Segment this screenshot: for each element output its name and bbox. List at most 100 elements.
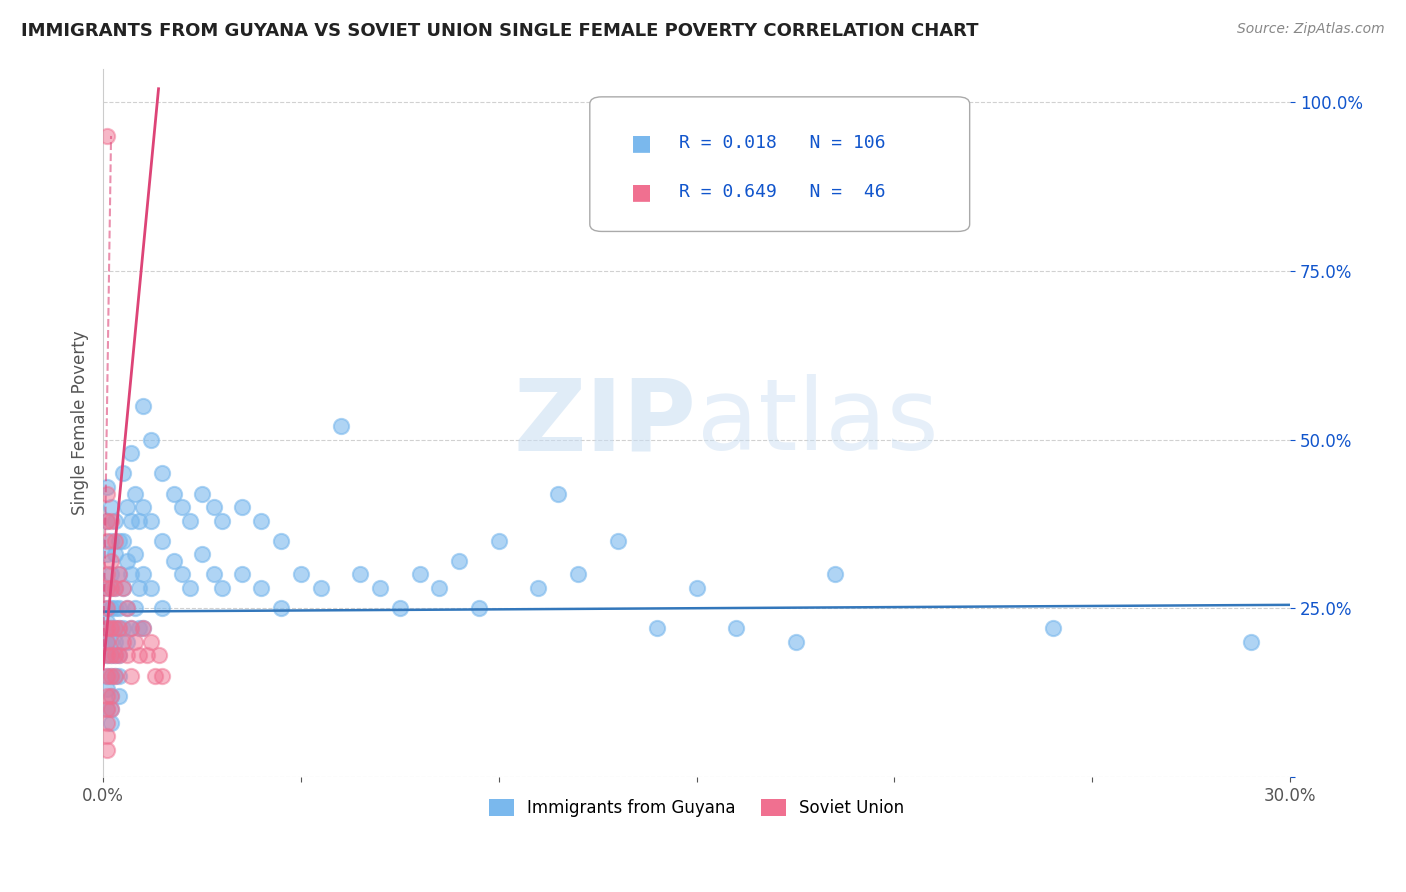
Point — [100, 648, 122, 663]
Point — [100, 689, 122, 703]
Point — [100, 702, 122, 716]
Point — [100, 581, 122, 595]
Point — [96, 689, 118, 703]
Point — [139, 581, 162, 595]
Point — [211, 514, 233, 528]
Point — [148, 648, 170, 663]
Point — [111, 581, 134, 595]
Point — [108, 648, 131, 663]
Point — [96, 480, 118, 494]
Point — [131, 567, 153, 582]
Point — [468, 601, 491, 615]
Point — [231, 567, 253, 582]
Point — [191, 547, 214, 561]
Point — [96, 702, 118, 716]
Point — [96, 730, 118, 744]
Point — [1239, 635, 1261, 649]
Point — [108, 567, 131, 582]
Point — [96, 635, 118, 649]
Point — [128, 622, 150, 636]
Point — [824, 567, 846, 582]
Text: Source: ZipAtlas.com: Source: ZipAtlas.com — [1237, 22, 1385, 37]
Point — [152, 601, 174, 615]
Point — [429, 581, 451, 595]
Y-axis label: Single Female Poverty: Single Female Poverty — [72, 330, 89, 515]
Point — [163, 486, 186, 500]
Point — [108, 567, 131, 582]
Point — [115, 601, 138, 615]
Point — [104, 622, 127, 636]
Point — [143, 668, 166, 682]
Point — [270, 601, 292, 615]
Point — [108, 533, 131, 548]
Point — [368, 581, 391, 595]
Point — [96, 743, 118, 757]
Point — [100, 533, 122, 548]
Point — [111, 533, 134, 548]
Point — [449, 554, 471, 568]
Point — [100, 622, 122, 636]
Point — [172, 567, 194, 582]
Point — [120, 622, 142, 636]
Point — [108, 689, 131, 703]
Point — [96, 567, 118, 582]
Point — [96, 581, 118, 595]
Point — [104, 601, 127, 615]
Point — [100, 648, 122, 663]
Point — [250, 514, 273, 528]
Point — [96, 648, 118, 663]
Point — [179, 581, 201, 595]
Point — [527, 581, 550, 595]
Point — [104, 648, 127, 663]
Point — [139, 514, 162, 528]
Point — [128, 581, 150, 595]
Point — [96, 514, 118, 528]
Point — [115, 601, 138, 615]
Point — [128, 514, 150, 528]
Point — [96, 668, 118, 682]
Point — [120, 622, 142, 636]
Point — [152, 467, 174, 481]
Point — [115, 635, 138, 649]
Point — [172, 500, 194, 514]
Point — [100, 514, 122, 528]
Point — [96, 615, 118, 629]
Point — [96, 547, 118, 561]
Point — [120, 567, 142, 582]
Point — [100, 715, 122, 730]
Point — [211, 581, 233, 595]
Point — [139, 635, 162, 649]
Point — [128, 648, 150, 663]
Point — [645, 622, 668, 636]
Point — [290, 567, 312, 582]
Point — [111, 467, 134, 481]
Point — [96, 682, 118, 697]
Point — [270, 533, 292, 548]
Point — [96, 622, 118, 636]
Point — [100, 500, 122, 514]
Text: ■: ■ — [631, 133, 652, 153]
Point — [100, 702, 122, 716]
Point — [100, 689, 122, 703]
Point — [104, 533, 127, 548]
Point — [231, 500, 253, 514]
Point — [108, 648, 131, 663]
Point — [120, 446, 142, 460]
Point — [108, 601, 131, 615]
Point — [100, 622, 122, 636]
Point — [131, 399, 153, 413]
Point — [100, 668, 122, 682]
Point — [202, 567, 225, 582]
Point — [488, 533, 510, 548]
Point — [104, 622, 127, 636]
Text: R = 0.649   N =  46: R = 0.649 N = 46 — [679, 184, 886, 202]
Point — [104, 668, 127, 682]
FancyBboxPatch shape — [589, 97, 970, 231]
Point — [100, 567, 122, 582]
Point — [104, 514, 127, 528]
Point — [408, 567, 430, 582]
Point — [785, 635, 807, 649]
Point — [139, 433, 162, 447]
Point — [124, 635, 146, 649]
Point — [250, 581, 273, 595]
